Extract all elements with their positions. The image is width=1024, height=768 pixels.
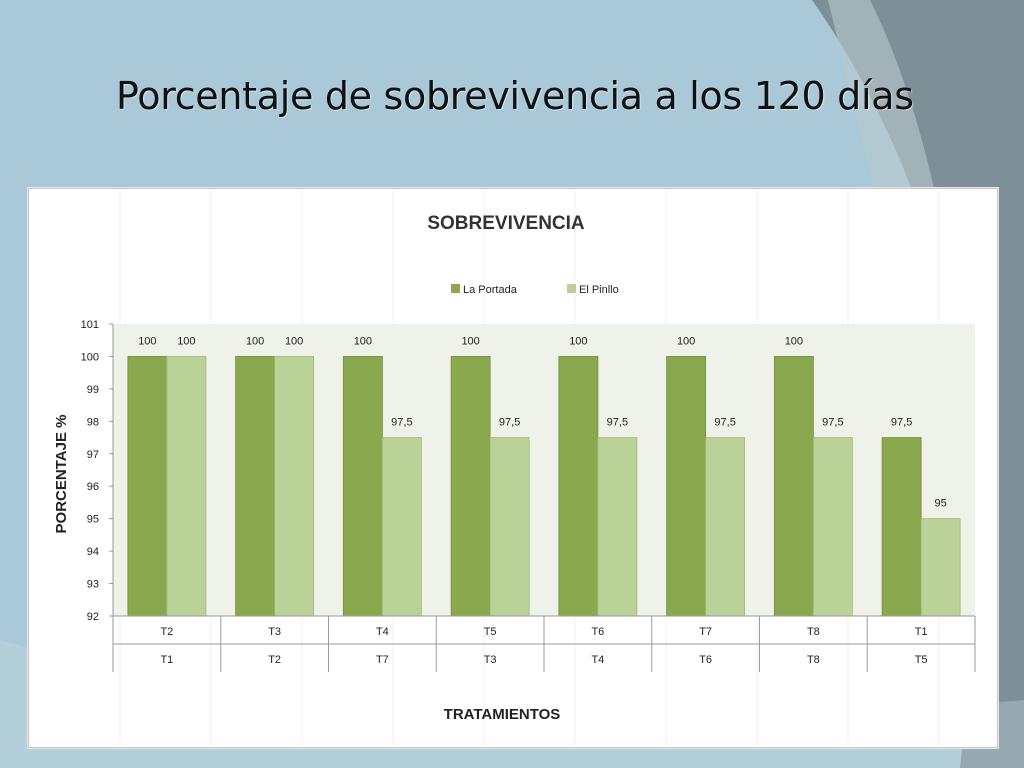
- data-label: 100: [177, 335, 195, 347]
- data-label: 95: [935, 498, 947, 510]
- data-label: 97,5: [891, 417, 912, 429]
- y-tick-label: 101: [81, 319, 99, 331]
- y-axis: 92 93 94 95 96 97 98 99 100 101: [81, 319, 114, 623]
- data-label: 97,5: [714, 417, 735, 429]
- bar: [127, 356, 168, 617]
- data-label: 100: [285, 335, 303, 347]
- bar: [166, 356, 207, 617]
- x-tick-label-top: T2: [160, 626, 173, 638]
- legend-label: La Portada: [463, 284, 518, 296]
- bar: [597, 437, 638, 617]
- data-label: 100: [677, 335, 695, 347]
- bar: [812, 437, 853, 617]
- bar: [235, 356, 276, 617]
- x-axis-title: TRATAMIENTOS: [444, 706, 561, 723]
- bar: [489, 437, 530, 617]
- x-tick-label-top: T8: [807, 626, 820, 638]
- bar: [274, 356, 315, 617]
- data-label: 100: [785, 335, 803, 347]
- x-tick-label-bottom: T5: [915, 654, 928, 666]
- chart-legend: La Portada El Pinllo: [451, 284, 619, 296]
- y-tick-label: 94: [87, 546, 99, 558]
- data-label: 100: [138, 335, 156, 347]
- bar: [920, 518, 961, 617]
- x-tick-label-bottom: T7: [376, 654, 389, 666]
- x-tick-label-top: T1: [915, 626, 928, 638]
- x-tick-label-bottom: T6: [699, 654, 712, 666]
- y-tick-label: 99: [87, 384, 99, 396]
- bar: [450, 356, 491, 617]
- legend-swatch: [567, 284, 576, 293]
- x-tick-label-top: T7: [699, 626, 712, 638]
- bar: [381, 437, 422, 617]
- x-tick-label-bottom: T3: [484, 654, 497, 666]
- x-tick-label-bottom: T8: [807, 654, 820, 666]
- x-tick-label-top: T3: [268, 626, 281, 638]
- y-tick-label: 97: [87, 449, 99, 461]
- data-label: 100: [354, 335, 372, 347]
- x-tick-label-bottom: T4: [591, 654, 604, 666]
- chart-title: SOBREVIVENCIA: [427, 213, 585, 234]
- x-axis-table: T2 T1 T3 T2 T4 T7 T5 T3 T6 T4 T7 T6 T8 T8 T1 T5: [112, 615, 976, 672]
- bar: [342, 356, 383, 617]
- legend-label: El Pinllo: [579, 284, 619, 296]
- y-tick-label: 95: [87, 514, 99, 526]
- x-tick-label-bottom: T1: [160, 654, 173, 666]
- y-tick-label: 98: [87, 416, 99, 428]
- x-tick-label-bottom: T2: [268, 654, 281, 666]
- bar: [881, 437, 922, 617]
- bar: [558, 356, 599, 617]
- data-label: 97,5: [822, 417, 843, 429]
- y-tick-label: 96: [87, 481, 99, 493]
- x-tick-label-top: T5: [484, 626, 497, 638]
- legend-swatch: [451, 284, 460, 293]
- bar-series: [127, 356, 961, 617]
- survival-bar-chart: SOBREVIVENCIA La Portada El Pinllo 92 93 94…: [29, 189, 976, 747]
- chart-sheet: SOBREVIVENCIA La Portada El Pinllo 92 93 94…: [28, 188, 998, 748]
- x-tick-label-top: T6: [591, 626, 604, 638]
- data-labels: 100 100 100 100 100 97,5 100 97,5 100 97,5 100 97,5…: [138, 335, 947, 509]
- y-tick-label: 100: [81, 351, 99, 363]
- data-label: 100: [246, 335, 264, 347]
- data-label: 97,5: [499, 417, 520, 429]
- data-label: 100: [461, 335, 479, 347]
- data-label: 97,5: [607, 417, 628, 429]
- data-label: 97,5: [391, 417, 412, 429]
- slide-title: Porcentaje de sobrevivencia a los 120 dí…: [116, 74, 914, 118]
- bar: [666, 356, 707, 617]
- y-tick-label: 93: [87, 579, 99, 591]
- bar: [773, 356, 814, 617]
- y-axis-title: PORCENTAJE %: [53, 415, 70, 534]
- bar: [705, 437, 746, 617]
- data-label: 100: [569, 335, 587, 347]
- x-tick-label-top: T4: [376, 626, 389, 638]
- y-tick-label: 92: [87, 611, 99, 623]
